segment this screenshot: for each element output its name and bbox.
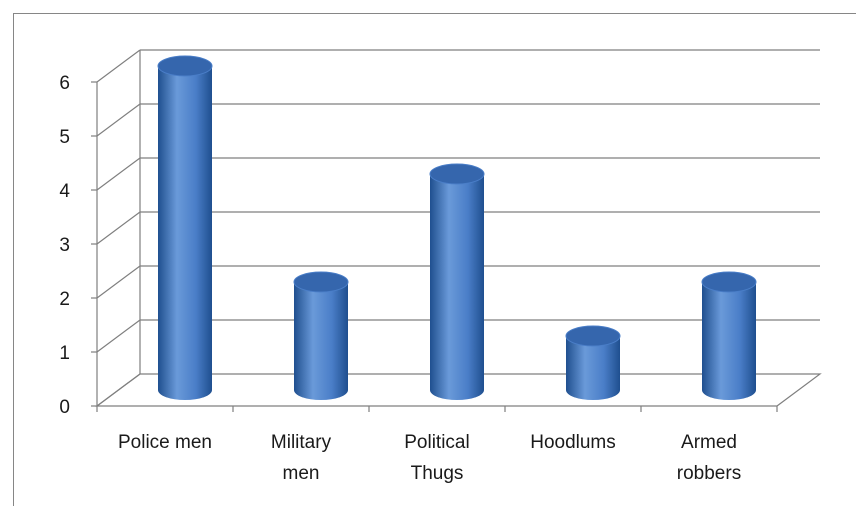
side-wall-line xyxy=(96,265,141,299)
bar-top xyxy=(293,271,349,293)
bar-top xyxy=(157,55,213,77)
bar xyxy=(157,55,213,400)
bar-body xyxy=(158,66,212,400)
x-tick-label: Military xyxy=(271,432,332,453)
bar-body xyxy=(702,282,756,400)
bar xyxy=(701,271,757,400)
x-tick-label: men xyxy=(283,463,320,484)
bar-top xyxy=(701,271,757,293)
label-layer: 0 1 2 3 4 5 6 Police men Military men Political Thu… xyxy=(59,73,741,484)
axis-layer xyxy=(91,81,778,412)
bar-body xyxy=(294,282,348,400)
y-tick-label: 4 xyxy=(59,181,70,202)
bar xyxy=(565,325,621,400)
y-tick-label: 6 xyxy=(59,73,70,94)
x-tick-label: Political xyxy=(404,432,469,453)
side-wall-line xyxy=(96,319,141,353)
bar xyxy=(429,163,485,400)
bars-layer xyxy=(157,55,757,400)
bar-body xyxy=(566,336,620,400)
side-wall-line xyxy=(96,49,141,83)
x-tick-label: Thugs xyxy=(411,463,464,484)
bar-top xyxy=(565,325,621,347)
bar-top xyxy=(429,163,485,185)
side-wall-line xyxy=(96,103,141,137)
x-tick-label: Hoodlums xyxy=(530,432,616,453)
bar-body xyxy=(430,174,484,400)
side-wall-line xyxy=(96,157,141,191)
y-tick-label: 5 xyxy=(59,127,70,148)
floor xyxy=(95,373,822,407)
x-tick-label: Police men xyxy=(118,432,212,453)
y-tick-label: 2 xyxy=(59,289,70,310)
bar xyxy=(293,271,349,400)
y-tick-label: 0 xyxy=(59,397,70,418)
x-tick-label: Armed xyxy=(681,432,737,453)
chart-frame xyxy=(13,13,856,506)
x-tick-label: robbers xyxy=(677,463,741,484)
y-tick-label: 1 xyxy=(59,343,70,364)
side-wall-line xyxy=(96,211,141,245)
y-tick-label: 3 xyxy=(59,235,70,256)
